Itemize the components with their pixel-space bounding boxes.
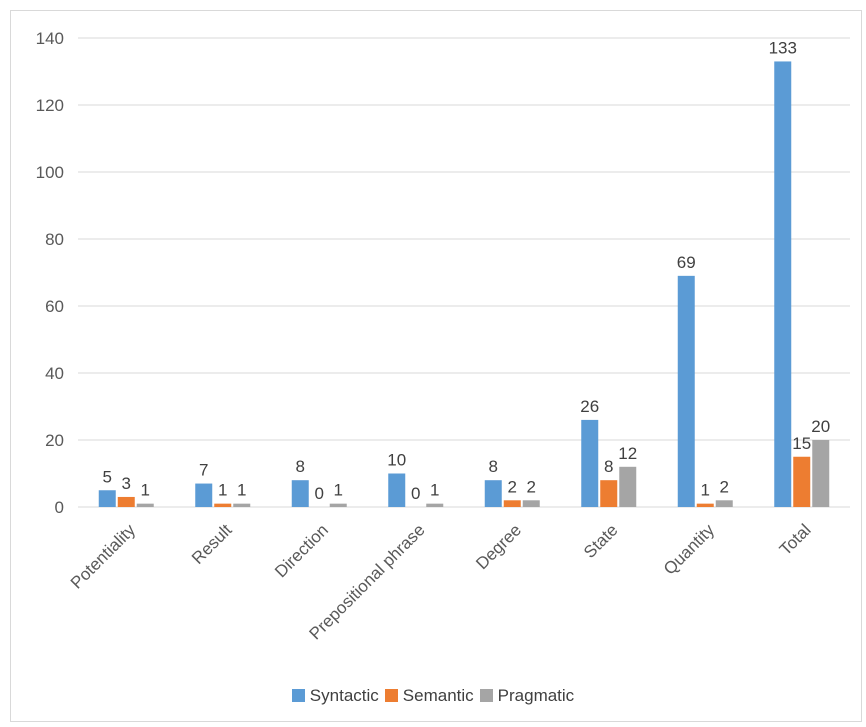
- data-label: 10: [387, 451, 406, 470]
- y-tick-label: 40: [45, 364, 64, 383]
- legend-label: Syntactic: [309, 686, 379, 705]
- x-tick-label: State: [580, 520, 622, 562]
- data-label: 1: [334, 481, 343, 500]
- legend-label: Semantic: [402, 686, 474, 705]
- data-label: 69: [677, 253, 696, 272]
- bar-syntactic: [291, 480, 309, 507]
- data-label: 20: [811, 417, 830, 436]
- data-label: 26: [580, 397, 599, 416]
- data-label: 5: [103, 467, 112, 486]
- bar-syntactic: [195, 483, 213, 507]
- legend-swatch: [291, 689, 305, 702]
- x-tick-label: Degree: [472, 520, 525, 573]
- data-label: 0: [411, 484, 420, 503]
- y-tick-label: 20: [45, 431, 64, 450]
- bar-pragmatic: [233, 503, 251, 507]
- bar-pragmatic: [136, 503, 154, 507]
- y-tick-label: 120: [36, 96, 64, 115]
- y-tick-label: 80: [45, 230, 64, 249]
- x-tick-label: Quantity: [660, 520, 719, 579]
- legend-label: Pragmatic: [497, 686, 575, 705]
- data-label: 8: [489, 457, 498, 476]
- bar-semantic: [600, 480, 618, 507]
- data-label: 3: [122, 474, 131, 493]
- data-label: 1: [430, 481, 439, 500]
- bar-semantic: [793, 456, 811, 507]
- bar-semantic: [117, 496, 135, 507]
- bar-syntactic: [774, 61, 792, 507]
- bar-pragmatic: [522, 500, 540, 507]
- bar-syntactic: [98, 490, 116, 507]
- data-label: 2: [720, 477, 729, 496]
- y-tick-label: 0: [55, 498, 64, 517]
- bar-pragmatic: [619, 466, 637, 507]
- bar-pragmatic: [812, 440, 830, 507]
- data-label: 1: [218, 481, 227, 500]
- bar-syntactic: [388, 473, 406, 507]
- data-label: 8: [604, 457, 613, 476]
- x-tick-label: Potentiality: [67, 520, 140, 593]
- y-tick-label: 60: [45, 297, 64, 316]
- data-label: 8: [296, 457, 305, 476]
- chart-frame: [10, 10, 862, 722]
- y-axis-ticks: 0 20 40 60 80 100 120 140: [36, 29, 64, 517]
- data-label: 2: [508, 477, 517, 496]
- data-label: 7: [199, 461, 208, 480]
- legend-swatch: [384, 689, 398, 702]
- bar-pragmatic: [329, 503, 347, 507]
- x-axis-labels: Potentiality Result DirectionPrepositional…: [67, 520, 815, 643]
- data-label: 1: [141, 481, 150, 500]
- gridlines: [78, 37, 850, 508]
- y-tick-label: 140: [36, 29, 64, 48]
- bar-syntactic: [484, 480, 502, 507]
- bar-syntactic: [677, 275, 695, 507]
- legend: Syntactic Semantic Pragmatic: [0, 686, 866, 706]
- bar-pragmatic: [715, 500, 733, 507]
- data-label: 1: [237, 481, 246, 500]
- bars: [98, 61, 830, 507]
- data-label: 15: [792, 434, 811, 453]
- bar-semantic: [503, 500, 521, 507]
- data-label: 133: [769, 38, 797, 57]
- y-tick-label: 100: [36, 163, 64, 182]
- legend-swatch: [479, 689, 493, 702]
- legend-item-syntactic: Syntactic: [291, 686, 379, 706]
- x-tick-label: Total: [776, 520, 815, 559]
- data-label: 2: [527, 477, 536, 496]
- data-label: 1: [701, 481, 710, 500]
- data-label: 0: [315, 484, 324, 503]
- x-tick-label: Result: [188, 520, 236, 568]
- legend-item-semantic: Semantic: [384, 686, 474, 706]
- bar-syntactic: [581, 419, 599, 507]
- bar-semantic: [214, 503, 232, 507]
- legend-item-pragmatic: Pragmatic: [479, 686, 575, 706]
- x-tick-label: Direction: [271, 520, 332, 581]
- data-label: 12: [618, 444, 637, 463]
- bar-pragmatic: [426, 503, 444, 507]
- bar-semantic: [696, 503, 714, 507]
